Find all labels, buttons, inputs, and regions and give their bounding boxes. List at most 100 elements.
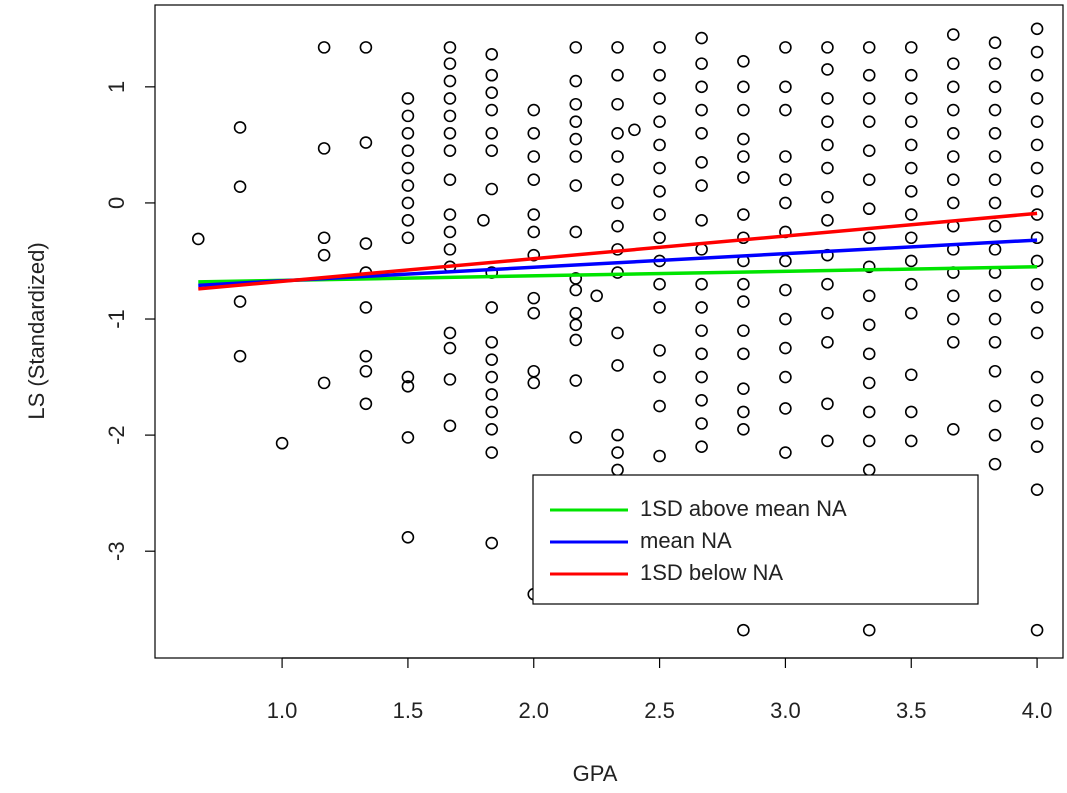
point <box>653 449 666 463</box>
point <box>527 225 541 239</box>
point <box>988 219 1002 233</box>
point <box>862 318 876 332</box>
x-axis-label: GPA <box>573 761 618 786</box>
point <box>611 196 624 210</box>
point <box>485 353 499 366</box>
point <box>946 196 960 210</box>
point <box>477 214 490 227</box>
point <box>653 115 666 128</box>
point <box>653 68 666 82</box>
point <box>401 161 415 175</box>
point <box>862 92 876 105</box>
point <box>317 231 331 245</box>
y-tick-label: 1 <box>104 81 129 93</box>
point <box>653 138 666 152</box>
point <box>611 463 624 477</box>
point <box>485 446 499 459</box>
legend-label: 1SD above mean NA <box>640 496 847 521</box>
point <box>611 173 624 187</box>
point <box>779 254 792 268</box>
point <box>569 179 583 192</box>
point <box>695 156 708 169</box>
point <box>695 57 708 70</box>
point <box>485 405 499 419</box>
point <box>862 41 876 54</box>
point <box>737 347 750 361</box>
point <box>443 341 457 355</box>
point <box>527 291 541 305</box>
point <box>359 397 373 411</box>
point <box>695 301 708 314</box>
point <box>1030 277 1044 291</box>
point <box>653 185 666 198</box>
point <box>946 423 960 436</box>
point <box>527 126 541 140</box>
point <box>988 399 1002 413</box>
point <box>527 364 541 378</box>
point <box>988 36 1002 50</box>
point <box>569 374 583 387</box>
x-tick-label: 2.0 <box>518 698 549 723</box>
point <box>317 376 331 390</box>
point <box>443 173 457 187</box>
x-tick-label: 1.5 <box>393 698 424 723</box>
point <box>737 277 750 291</box>
point <box>1030 440 1044 454</box>
point <box>821 397 834 411</box>
point <box>946 173 960 187</box>
point <box>485 388 499 401</box>
point <box>821 63 834 76</box>
point <box>988 289 1002 303</box>
point <box>821 138 834 152</box>
point <box>611 97 624 111</box>
point <box>401 109 415 123</box>
y-tick-label: 0 <box>104 197 129 209</box>
point <box>988 196 1002 210</box>
point <box>590 289 603 303</box>
x-tick-label: 2.5 <box>644 698 675 723</box>
point <box>653 41 666 54</box>
point <box>443 41 457 54</box>
point <box>988 126 1002 140</box>
point <box>862 144 876 157</box>
point <box>527 103 541 117</box>
point <box>653 161 666 175</box>
point <box>1030 45 1044 59</box>
point <box>779 173 792 187</box>
point <box>401 214 415 227</box>
point <box>653 208 666 221</box>
point <box>737 132 750 146</box>
point <box>443 74 457 88</box>
point <box>862 68 876 82</box>
point <box>653 301 666 314</box>
point <box>737 623 750 637</box>
point <box>527 150 541 163</box>
point <box>779 402 792 415</box>
point <box>946 28 960 41</box>
point <box>485 144 499 157</box>
point <box>569 115 583 128</box>
point <box>443 373 457 386</box>
point <box>988 243 1002 256</box>
point <box>862 289 876 303</box>
point <box>904 138 918 152</box>
point <box>904 434 918 448</box>
point <box>779 41 792 54</box>
point <box>695 324 708 337</box>
point <box>485 68 499 82</box>
point <box>1030 185 1044 198</box>
point <box>611 359 624 372</box>
point <box>737 55 750 68</box>
point <box>695 277 708 291</box>
point <box>233 349 247 363</box>
point <box>904 208 918 221</box>
point <box>1030 393 1044 407</box>
point <box>359 301 373 314</box>
point <box>443 326 457 340</box>
point <box>1030 623 1044 637</box>
point <box>904 231 918 245</box>
y-axis-label: LS (Standardized) <box>24 242 49 419</box>
point <box>275 436 289 450</box>
legend-box <box>532 474 979 605</box>
